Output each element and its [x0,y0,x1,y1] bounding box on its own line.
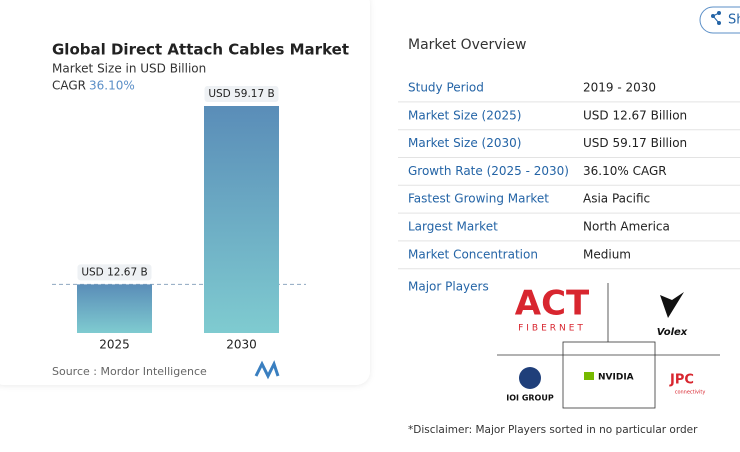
player-grid [497,283,720,409]
source-logo [254,360,280,380]
volex-mark [660,292,684,318]
player-logo: FIBERNET [518,324,586,334]
player-logo: connectivity [675,390,706,396]
row-label: Study Period [408,81,484,95]
row-value: Medium [583,247,631,261]
row-value: USD 12.67 Billion [583,108,687,122]
row-label: Growth Rate (2025 - 2030) [408,164,569,178]
bar [204,106,279,333]
cagr-value: 36.10% [89,79,135,93]
row-value: 36.10% CAGR [583,164,667,178]
overview-table: Study Period 2019 - 2030 Market Size (2025… [398,81,740,270]
row-value: 2019 - 2030 [583,81,656,95]
nvidia-mark [584,372,594,380]
row-value: Asia Pacific [583,192,650,206]
x-tick-label: 2025 [99,338,130,352]
share-icon [711,11,721,25]
row-value: USD 59.17 Billion [583,136,687,150]
share-button[interactable] [699,6,740,34]
player-logo: JPC [669,373,694,388]
share-label[interactable]: Share [728,13,740,28]
row-label: Market Size (2030) [408,136,521,150]
player-logo: NVIDIA [598,373,634,383]
source: Source : Mordor Intelligence [52,365,207,378]
cagr-label: CAGR [52,79,86,93]
value-label: USD 12.67 B [81,266,147,278]
player-logo: ACT [515,284,590,324]
row-label: Market Concentration [408,247,538,261]
player-logo: IOI GROUP [506,394,554,403]
major-players-label: Major Players [408,280,489,294]
bar [77,284,152,333]
row-value: North America [583,220,670,234]
value-label-box [77,264,152,281]
row-label: Largest Market [408,220,498,234]
value-label-box [204,86,279,102]
disclaimer: *Disclaimer: Major Players sorted in no … [408,424,698,436]
ioi-mark [519,367,541,389]
x-tick-label: 2030 [226,338,257,352]
row-label: Fastest Growing Market [408,192,549,206]
chart-title: Global Direct Attach Cables Market [52,41,349,59]
player-logo: Volex [657,327,688,338]
value-label: USD 59.17 B [208,88,274,100]
overview-title: Market Overview [408,37,527,53]
chart: USD 12.67 B 2025 USD 59.17 B 2030 [52,86,306,352]
chart-subtitle: Market Size in USD Billion [52,62,206,76]
row-label: Market Size (2025) [408,108,521,122]
